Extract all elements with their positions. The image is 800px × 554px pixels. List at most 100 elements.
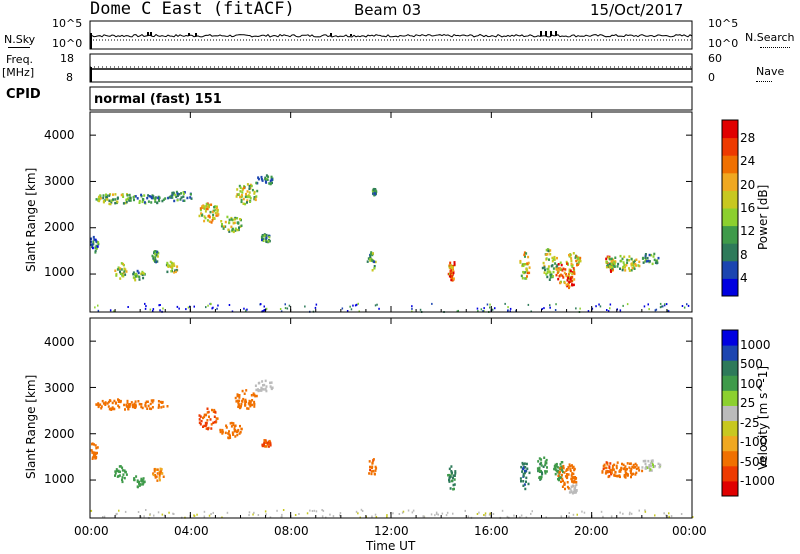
heat-cell [162, 475, 165, 478]
heat-cell [269, 442, 272, 445]
heat-cell [249, 200, 251, 203]
heat-cell [644, 253, 647, 256]
noise-frame [89, 20, 693, 50]
heat-cell [125, 198, 128, 202]
heat-cell [123, 270, 126, 273]
heat-cell [132, 272, 135, 276]
freq-panel [90, 66, 692, 82]
heat-cell [135, 272, 138, 276]
heat-cell [632, 466, 635, 469]
heat-cell [267, 175, 270, 178]
heat-cell [269, 381, 271, 385]
heat-cell [263, 443, 266, 446]
heat-cell [228, 221, 231, 224]
heat-cell [595, 305, 597, 308]
heat-cell [160, 406, 163, 409]
heat-cell [445, 514, 448, 517]
heat-cell [210, 513, 212, 515]
heat-cell [623, 466, 626, 470]
heat-cell [489, 512, 491, 515]
heat-cell [198, 214, 201, 218]
heat-cell [649, 464, 652, 468]
heat-cell [449, 487, 452, 490]
heat-cell [451, 275, 454, 278]
noise-spike [195, 33, 197, 36]
heat-cell [572, 252, 575, 255]
heat-cell [575, 259, 578, 263]
heat-cell [248, 191, 251, 194]
heat-cell [483, 514, 485, 516]
heat-cell [105, 195, 108, 199]
heat-cell [98, 195, 100, 199]
heat-cell [219, 430, 222, 434]
noise-panel [89, 31, 693, 49]
heat-cell [528, 266, 531, 269]
heat-cell [549, 271, 552, 274]
heat-cell [610, 471, 613, 474]
heat-cell [211, 408, 213, 412]
heat-cell [221, 432, 224, 435]
heat-cell [263, 383, 266, 387]
heat-cell [587, 310, 590, 313]
heat-cell [568, 275, 571, 279]
heat-cell [102, 200, 105, 203]
velocity-ytick: 3000 [44, 381, 75, 395]
heat-cell [574, 485, 577, 488]
heat-cell [264, 177, 267, 181]
heat-cell [314, 306, 317, 309]
heat-cell [619, 267, 621, 270]
heat-cell [540, 475, 543, 478]
heat-cell [454, 470, 457, 473]
heat-cell [256, 189, 259, 193]
xtick-label: 20:00 [574, 524, 609, 538]
heat-cell [134, 275, 137, 278]
heat-cell [573, 468, 576, 472]
heat-cell [119, 470, 121, 474]
heat-cell [170, 270, 173, 273]
heat-cell [236, 221, 239, 224]
heat-cell [545, 273, 548, 276]
heat-cell [522, 474, 525, 478]
heat-cell [371, 462, 374, 465]
heat-cell [102, 516, 104, 518]
heat-cell [94, 306, 96, 309]
heat-cell [355, 510, 358, 513]
heat-cell [158, 476, 161, 480]
heat-cell [234, 227, 237, 230]
heat-cell [608, 257, 611, 261]
heat-cell [520, 465, 523, 469]
heat-cell [648, 308, 650, 311]
heat-cell [612, 468, 615, 471]
heat-cell [228, 430, 230, 433]
heat-cell [152, 308, 155, 311]
heat-cell [236, 433, 239, 437]
heat-cell [619, 309, 622, 312]
noise-spike [545, 31, 547, 36]
heat-cell [109, 399, 112, 403]
heat-cell [228, 304, 231, 306]
heat-cell [545, 253, 548, 256]
heat-cell [566, 468, 569, 471]
heat-cell [559, 261, 562, 264]
heat-cell [556, 264, 559, 267]
heat-cell [525, 476, 528, 480]
heat-cell [523, 471, 526, 475]
heat-cell [118, 474, 121, 477]
heat-cell [522, 472, 525, 476]
heat-cell [236, 393, 239, 396]
heat-cell [176, 305, 179, 308]
heat-cell [371, 253, 374, 257]
heat-cell [371, 269, 374, 272]
heat-cell [566, 282, 569, 286]
heat-cell [235, 400, 238, 403]
heat-cell [411, 305, 413, 308]
heat-cell [178, 193, 181, 196]
heat-cell [650, 469, 653, 472]
heat-cell [189, 193, 192, 196]
heat-cell [140, 193, 143, 197]
heat-cell [147, 404, 150, 408]
heat-cell [212, 213, 215, 217]
heat-cell [524, 271, 527, 274]
heat-cell [164, 197, 167, 200]
heat-cell [251, 399, 254, 402]
